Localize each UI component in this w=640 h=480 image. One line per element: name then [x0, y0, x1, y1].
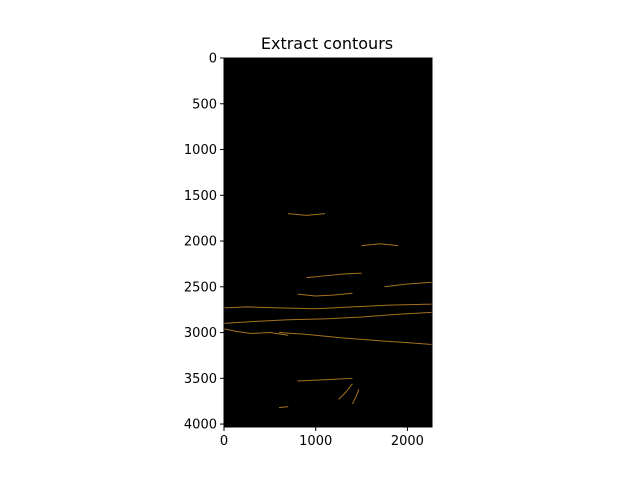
y-tick-label: 500 — [192, 97, 217, 112]
y-tick-label: 2000 — [184, 235, 217, 250]
y-tick-label: 3500 — [184, 372, 217, 387]
x-tick-label: 1000 — [299, 434, 332, 449]
x-tick-label: 0 — [220, 434, 228, 449]
contour-line — [338, 383, 353, 400]
chart-title: Extract contours — [261, 34, 393, 53]
contour-line — [223, 303, 433, 310]
plot-area — [223, 57, 433, 428]
y-axis: 0 500 1000 1500 2000 2500 3000 3500 4000 — [184, 52, 224, 433]
y-tick-label: 1500 — [184, 189, 217, 204]
y-tick-label: 4000 — [184, 418, 217, 433]
x-tick-label: 2000 — [391, 434, 424, 449]
contour-line — [278, 332, 433, 345]
contour-line — [351, 389, 360, 405]
x-axis: 0 1000 2000 — [220, 427, 424, 449]
axes-frame — [223, 57, 433, 428]
y-tick-label: 2500 — [184, 280, 217, 295]
y-tick-label: 0 — [209, 52, 217, 67]
contour-line — [297, 377, 353, 382]
contour-line — [384, 281, 433, 288]
contour-line — [223, 328, 289, 336]
y-tick-label: 3000 — [184, 326, 217, 341]
contour-line — [297, 292, 353, 297]
y-tick-label: 1000 — [184, 143, 217, 158]
contour-line — [288, 213, 325, 216]
contour-line — [306, 272, 362, 279]
contour-line — [223, 311, 433, 324]
contour-traces — [223, 213, 433, 409]
contour-line — [361, 243, 399, 247]
contour-line — [278, 406, 289, 409]
contour-image — [224, 58, 432, 427]
